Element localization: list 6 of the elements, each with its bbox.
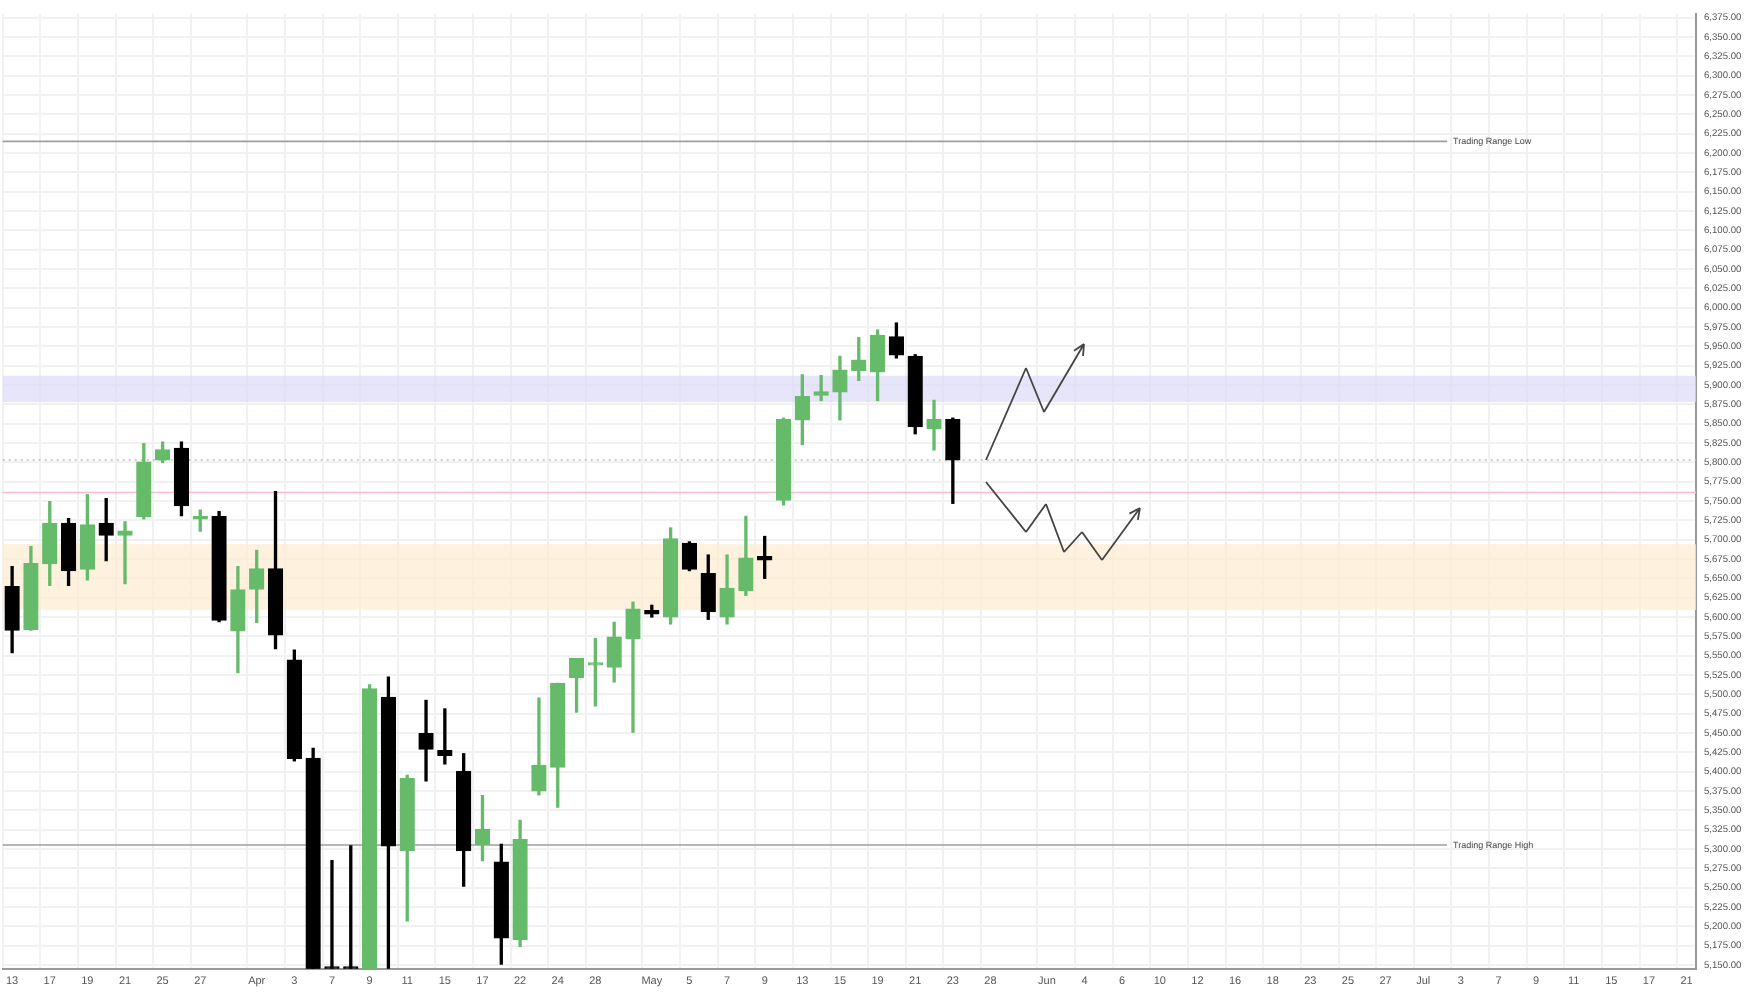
candlestick xyxy=(117,521,133,585)
candlestick xyxy=(418,699,434,782)
candlestick xyxy=(926,399,942,451)
candlestick xyxy=(813,375,829,402)
candlestick xyxy=(625,601,641,733)
candlestick xyxy=(437,708,453,765)
